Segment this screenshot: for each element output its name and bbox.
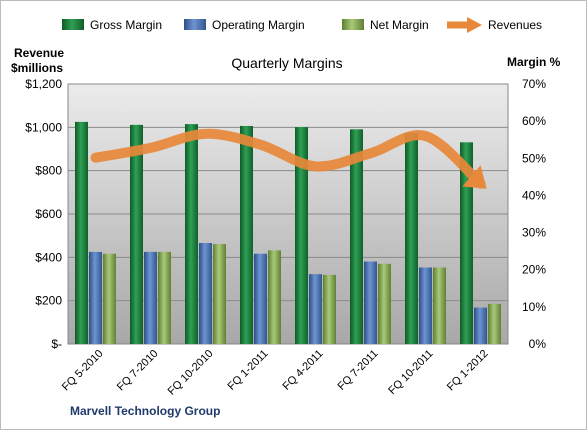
bar-net-margin [323,274,336,344]
bar-net-margin [488,303,501,344]
left-tick-label: $400 [35,250,62,264]
bar-operating-margin [89,251,102,344]
left-tick-label: $- [51,337,62,351]
bar-net-margin [378,263,391,344]
left-tick-label: $600 [35,207,62,221]
legend-label-revenues: Revenues [488,18,542,32]
left-tick-label: $1,200 [25,77,62,91]
left-tick-label: $800 [35,164,62,178]
right-tick-label: 20% [522,263,546,277]
bar-operating-margin [199,242,212,344]
left-axis-title-line1: Revenue [14,46,64,60]
right-tick-label: 30% [522,226,546,240]
bar-gross-margin [185,124,198,344]
bar-net-margin [213,244,226,344]
right-axis-title: Margin % [507,55,561,69]
legend-swatch-revenues [447,17,482,33]
bar-gross-margin [350,129,363,344]
legend-label-gross-margin: Gross Margin [90,18,162,32]
left-tick-label: $1,000 [25,120,62,134]
legend: Gross Margin Operating Margin Net Margin… [62,17,542,33]
right-tick-label: 60% [522,114,546,128]
bar-gross-margin [130,124,143,344]
right-tick-label: 40% [522,188,546,202]
right-axis-ticks: 0% 10% 20% 30% 40% 50% 60% 70% [522,77,546,351]
bar-operating-margin [254,253,267,344]
left-axis-title-line2: $millions [11,61,63,75]
chart-title: Quarterly Margins [231,55,342,71]
bar-operating-margin [364,261,377,344]
legend-label-operating-margin: Operating Margin [212,18,305,32]
bar-net-margin [433,267,446,344]
legend-swatch-gross-margin [62,19,84,30]
legend-swatch-net-margin [342,19,364,30]
bar-operating-margin [419,267,432,344]
bar-gross-margin [405,133,418,344]
right-tick-label: 10% [522,300,546,314]
bar-operating-margin [474,307,487,344]
chart-caption: Marvell Technology Group [70,404,220,418]
bar-gross-margin [295,127,308,344]
bar-net-margin [103,253,116,344]
revenue-series-line [90,128,486,189]
bar-gross-margin [75,121,88,344]
right-tick-label: 0% [529,337,547,351]
bars [75,121,501,344]
right-tick-label: 70% [522,77,546,91]
bar-net-margin [268,250,281,344]
bar-operating-margin [309,274,322,344]
left-tick-label: $200 [35,294,62,308]
bar-gross-margin [460,142,473,344]
left-axis-ticks: $- $200 $400 $600 $800 $1,000 $1,200 [25,77,62,351]
legend-label-net-margin: Net Margin [370,18,429,32]
bar-net-margin [158,251,171,344]
revenue-line [90,128,487,189]
revenue-arrowhead [462,165,487,189]
right-tick-label: 50% [522,151,546,165]
legend-swatch-operating-margin [184,19,206,30]
bar-gross-margin [240,125,253,344]
bar-operating-margin [144,251,157,344]
